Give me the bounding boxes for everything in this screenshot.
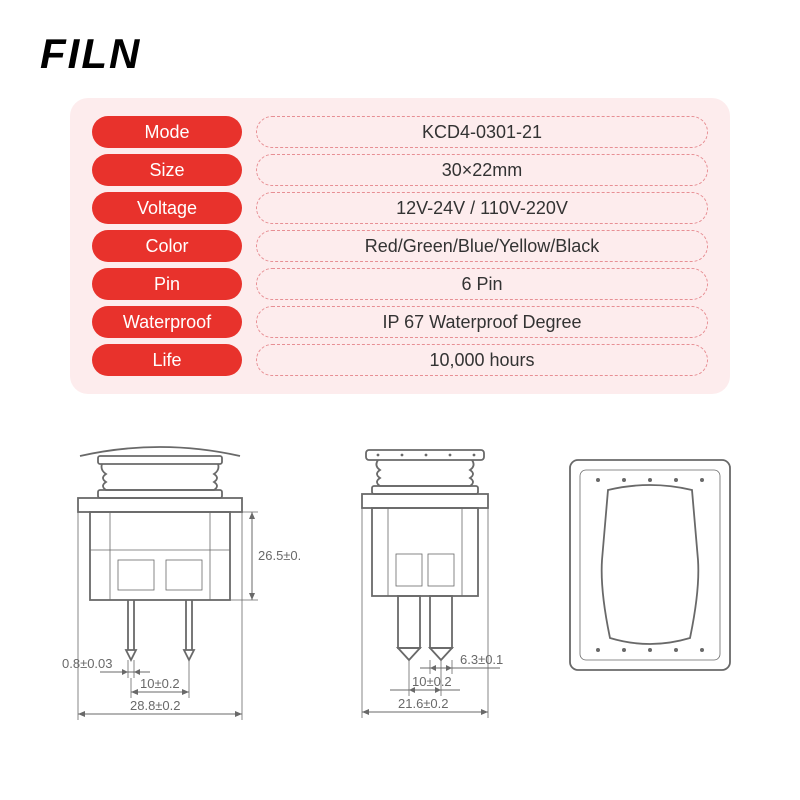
technical-diagrams: 26.5±0.2 0.8±0.03 10±0.2 28.8±0.2 xyxy=(40,420,760,760)
spec-value-color: Red/Green/Blue/Yellow/Black xyxy=(256,230,708,262)
spec-label-mode: Mode xyxy=(92,116,242,148)
dim-pin-width: 6.3±0.1 xyxy=(460,652,503,667)
dim-pin-gap: 10±0.2 xyxy=(140,676,180,691)
side-view-diagram: 6.3±0.1 10±0.2 21.6±0.2 xyxy=(320,420,540,760)
spec-row: Voltage 12V-24V / 110V-220V xyxy=(92,192,708,224)
dim-side-pingap: 10±0.2 xyxy=(412,674,452,689)
spec-label-size: Size xyxy=(92,154,242,186)
spec-row: Mode KCD4-0301-21 xyxy=(92,116,708,148)
spec-row: Life 10,000 hours xyxy=(92,344,708,376)
spec-label-color: Color xyxy=(92,230,242,262)
spec-row: Size 30×22mm xyxy=(92,154,708,186)
spec-label-life: Life xyxy=(92,344,242,376)
spec-row: Waterproof IP 67 Waterproof Degree xyxy=(92,306,708,338)
spec-value-voltage: 12V-24V / 110V-220V xyxy=(256,192,708,224)
spec-row: Pin 6 Pin xyxy=(92,268,708,300)
spec-value-pin: 6 Pin xyxy=(256,268,708,300)
dim-pin-thick: 0.8±0.03 xyxy=(62,656,113,671)
dim-height: 26.5±0.2 xyxy=(258,548,300,563)
spec-panel: Mode KCD4-0301-21 Size 30×22mm Voltage 1… xyxy=(70,98,730,394)
front-view-diagram: 26.5±0.2 0.8±0.03 10±0.2 28.8±0.2 xyxy=(40,420,300,760)
spec-value-life: 10,000 hours xyxy=(256,344,708,376)
spec-value-waterproof: IP 67 Waterproof Degree xyxy=(256,306,708,338)
top-view-diagram xyxy=(560,450,750,700)
spec-label-waterproof: Waterproof xyxy=(92,306,242,338)
spec-label-voltage: Voltage xyxy=(92,192,242,224)
dim-width: 28.8±0.2 xyxy=(130,698,181,713)
dim-side-width: 21.6±0.2 xyxy=(398,696,449,711)
spec-value-size: 30×22mm xyxy=(256,154,708,186)
spec-value-mode: KCD4-0301-21 xyxy=(256,116,708,148)
brand-logo: FILN xyxy=(40,30,141,78)
spec-row: Color Red/Green/Blue/Yellow/Black xyxy=(92,230,708,262)
spec-label-pin: Pin xyxy=(92,268,242,300)
